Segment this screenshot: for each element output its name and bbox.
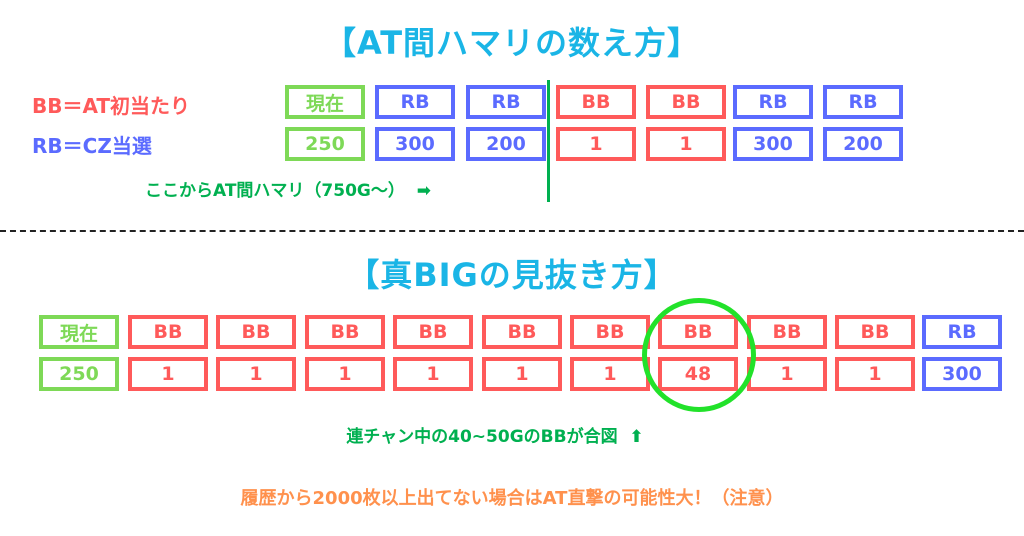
- bb-label-box: BB: [570, 315, 650, 349]
- bb-value-box: 1: [393, 357, 473, 391]
- legend-rb: RB＝CZ当選: [32, 134, 152, 158]
- bb-value-box: 1: [305, 357, 385, 391]
- section2-note: 連チャン中の40~50GのBBが合図 ⬆: [0, 422, 990, 447]
- arrow-up-icon: ⬆: [623, 427, 644, 447]
- bb-value-box: 1: [646, 127, 726, 161]
- bb-value-box: 1: [747, 357, 827, 391]
- rb-value-box: 300: [733, 127, 813, 161]
- current-value-box: 250: [39, 357, 119, 391]
- section2-title: 【真BIGの見抜き方】: [347, 256, 677, 294]
- current-label-box: 現在: [39, 315, 119, 349]
- bb-label-box: BB: [128, 315, 208, 349]
- bb-value-box: 1: [556, 127, 636, 161]
- legend-bb: BB＝AT初当たり: [32, 94, 191, 118]
- rb-value-box: 200: [823, 127, 903, 161]
- rb-value-box: 300: [375, 127, 455, 161]
- rb-label-box: RB: [823, 85, 903, 119]
- warning-note: 履歴から2000枚以上出てない場合はAT直撃の可能性大！（注意）: [240, 488, 784, 509]
- bb-label-box: BB: [747, 315, 827, 349]
- rb-label-box: RB: [922, 315, 1002, 349]
- bb-value-box: 1: [128, 357, 208, 391]
- arrow-right-icon: ➡: [410, 181, 431, 201]
- bb-value-box: 1: [216, 357, 296, 391]
- bb-label-box: BB: [305, 315, 385, 349]
- bb-label-box: BB: [646, 85, 726, 119]
- rb-value-box: 300: [922, 357, 1002, 391]
- section-divider: [0, 230, 1024, 232]
- rb-label-box: RB: [375, 85, 455, 119]
- rb-label-box: RB: [466, 85, 546, 119]
- rb-label-box: RB: [733, 85, 813, 119]
- bb-label-box: BB: [216, 315, 296, 349]
- current-value-box: 250: [285, 127, 365, 161]
- bb-label-box: BB: [835, 315, 915, 349]
- divider-vertical-line: [547, 80, 550, 202]
- bb-value-box: 1: [835, 357, 915, 391]
- bb-value-box: 1: [482, 357, 562, 391]
- section1-note: ここからAT間ハマリ（750G～） ➡: [145, 176, 431, 201]
- bb-label-box: BB: [556, 85, 636, 119]
- rb-value-box: 200: [466, 127, 546, 161]
- bb-label-box: BB: [482, 315, 562, 349]
- section1-note-text: ここからAT間ハマリ（750G～）: [145, 181, 405, 201]
- bb-value-box: 1: [570, 357, 650, 391]
- highlight-circle: [642, 298, 756, 412]
- bb-label-box: BB: [393, 315, 473, 349]
- section2-note-text: 連チャン中の40~50GのBBが合図: [346, 427, 618, 447]
- current-label-box: 現在: [285, 85, 365, 119]
- section1-title: 【AT間ハマリの数え方】: [323, 24, 701, 62]
